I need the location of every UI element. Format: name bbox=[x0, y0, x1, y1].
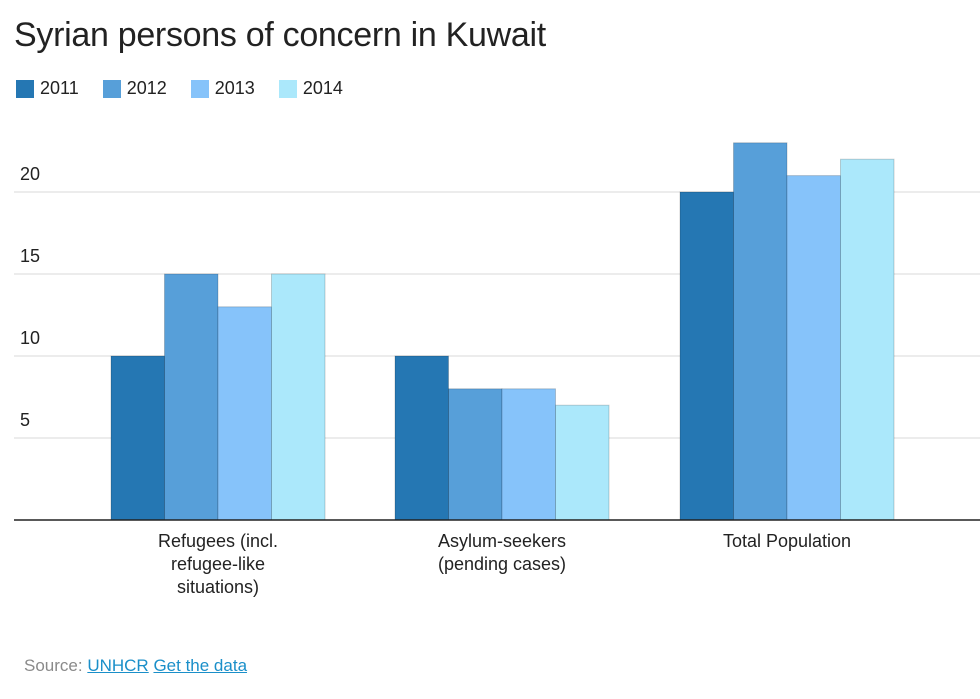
y-tick-label-20: 20 bbox=[20, 164, 40, 184]
legend-swatch-2013 bbox=[190, 79, 209, 98]
legend: 2011 2012 2013 2014 bbox=[16, 78, 367, 99]
legend-swatch-2014 bbox=[278, 79, 297, 98]
x-category-label-1: Refugees (incl. refugee-like situations) bbox=[158, 531, 278, 597]
legend-item-2011: 2011 bbox=[16, 78, 79, 99]
bar-2014-cat2 bbox=[555, 404, 610, 521]
legend-item-2012: 2012 bbox=[102, 78, 167, 99]
bar-2013-cat2 bbox=[501, 388, 556, 521]
bar-2011-cat1 bbox=[110, 355, 165, 521]
x-category-label-line: (pending cases) bbox=[438, 554, 566, 574]
bar-2011-cat2 bbox=[394, 355, 449, 521]
y-tick-label-10: 10 bbox=[20, 328, 40, 348]
legend-label-2013: 2013 bbox=[214, 78, 255, 98]
x-category-label-line: situations) bbox=[177, 577, 259, 597]
legend-swatch-2012 bbox=[102, 79, 121, 98]
x-category-label-line: Asylum-seekers bbox=[438, 531, 566, 551]
x-category-label-line: Total Population bbox=[723, 531, 851, 551]
bar-2013-cat1 bbox=[217, 306, 272, 521]
legend-item-2014: 2014 bbox=[278, 78, 343, 99]
legend-label-2014: 2014 bbox=[302, 78, 343, 98]
source-line: Source: UNHCR Get the data bbox=[24, 656, 247, 676]
y-tick-label-15: 15 bbox=[20, 246, 40, 266]
bar-2012-cat3 bbox=[733, 142, 788, 521]
get-the-data-link[interactable]: Get the data bbox=[153, 656, 248, 675]
unhcr-link[interactable]: UNHCR bbox=[87, 656, 149, 675]
x-category-label-line: refugee-like bbox=[171, 554, 265, 574]
bar-2013-cat3 bbox=[786, 175, 841, 521]
legend-label-2011: 2011 bbox=[40, 78, 79, 98]
legend-swatch-2011 bbox=[16, 79, 34, 98]
bar-2014-cat3 bbox=[840, 158, 895, 521]
legend-label-2012: 2012 bbox=[126, 78, 167, 98]
x-category-label-line: Refugees (incl. bbox=[158, 531, 278, 551]
x-category-label-2: Asylum-seekers (pending cases) bbox=[438, 531, 566, 574]
bar-2011-cat3 bbox=[679, 191, 734, 521]
bar-2012-cat2 bbox=[448, 388, 503, 521]
bar-2012-cat1 bbox=[164, 273, 219, 521]
x-category-label-3: Total Population bbox=[723, 531, 851, 551]
legend-item-2013: 2013 bbox=[190, 78, 255, 99]
chart-title: Syrian persons of concern in Kuwait bbox=[14, 16, 546, 54]
source-label: Source: bbox=[24, 656, 83, 675]
y-tick-label-5: 5 bbox=[20, 410, 30, 430]
bar-2014-cat1 bbox=[271, 273, 326, 521]
bar-chart: 5 10 15 20 Refugees (incl. refugee-like situat… bbox=[14, 142, 980, 597]
